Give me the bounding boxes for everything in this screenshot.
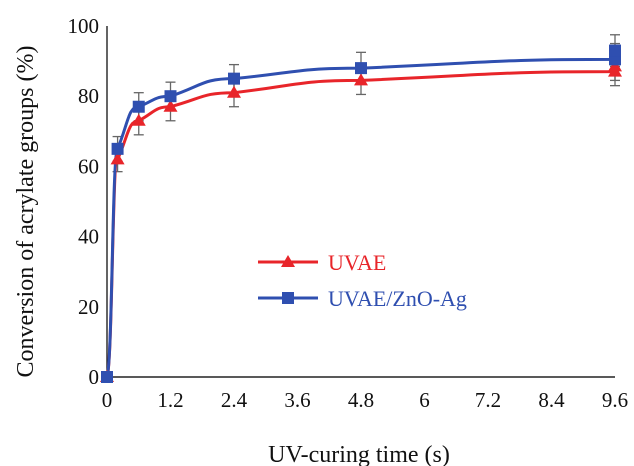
legend-marker: [281, 255, 295, 267]
data-point: [163, 99, 178, 112]
data-point: [111, 142, 124, 155]
x-tick-label: 9.6: [602, 388, 628, 412]
x-axis-title: UV-curing time (s): [268, 442, 450, 466]
x-tick-label: 7.2: [475, 388, 501, 412]
legend-marker: [282, 292, 294, 304]
tick-labels: 0 20 40 60 80 100 0 1.2 2.4 3.6 4.8 6 7.2 8.4 9.6: [68, 14, 629, 412]
x-tick-label: 3.6: [284, 388, 310, 412]
data-point: [354, 73, 368, 86]
data-point: [608, 59, 622, 72]
legend: UVAE UVAE/ZnO-Ag: [258, 250, 467, 311]
y-tick-label: 20: [78, 295, 99, 319]
y-tick-label: 60: [78, 154, 99, 178]
data-point: [132, 100, 145, 113]
error-bars: [112, 34, 620, 173]
x-tick-label: 0: [102, 388, 113, 412]
data-point: [227, 85, 241, 98]
y-tick-label: 100: [68, 14, 100, 38]
data-point: [355, 62, 367, 75]
y-tick-label: 40: [78, 225, 99, 249]
x-tick-label: 4.8: [348, 388, 374, 412]
y-tick-label: 80: [78, 84, 99, 108]
series-lines: [105, 50, 617, 378]
y-tick-label: 0: [89, 365, 100, 389]
x-tick-label: 8.4: [538, 388, 565, 412]
x-tick-label: 2.4: [221, 388, 248, 412]
data-point: [131, 113, 146, 126]
series-line: [105, 50, 617, 378]
data-point: [164, 90, 177, 103]
x-tick-label: 1.2: [157, 388, 183, 412]
axes: [106, 26, 615, 378]
x-tick-label: 6: [419, 388, 430, 412]
series-markers: [100, 44, 622, 383]
legend-label: UVAE/ZnO-Ag: [328, 286, 467, 311]
data-point: [110, 152, 125, 165]
data-point: [228, 72, 240, 85]
series-line: [105, 66, 617, 378]
data-point: [101, 371, 113, 383]
data-point: [609, 44, 621, 57]
legend-label: UVAE: [328, 250, 386, 275]
y-axis-title: Conversion of acrylate groups (%): [13, 46, 39, 378]
